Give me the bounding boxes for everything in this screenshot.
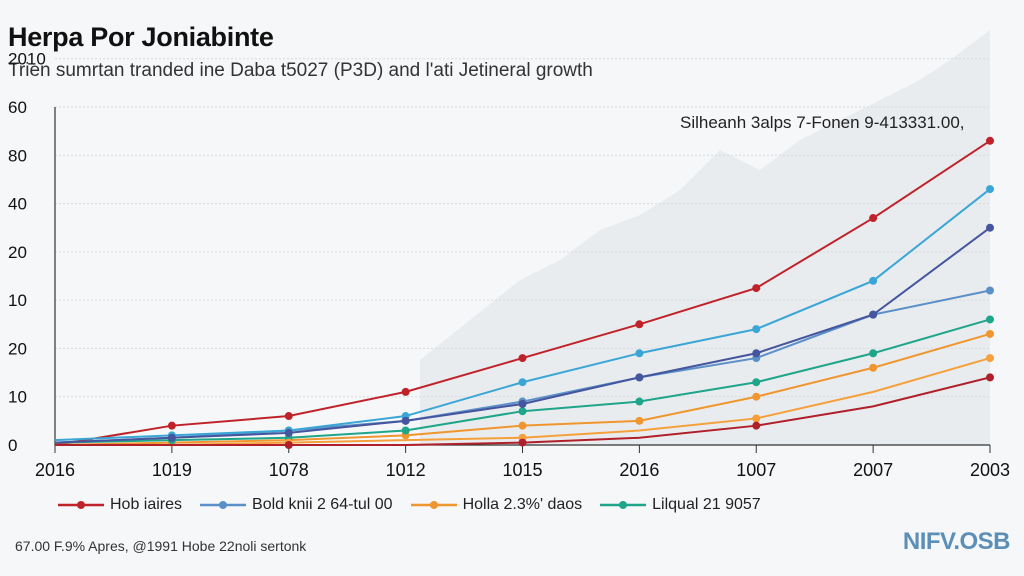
legend-label: Holla 2.3%' daos <box>462 496 583 513</box>
data-point <box>752 284 761 293</box>
data-point <box>986 223 994 232</box>
y-tick-label: 10 <box>8 291 27 310</box>
y-tick-label: 2010 <box>8 50 46 69</box>
data-point <box>635 349 644 358</box>
chart-annotation: Silheanh 3alps 7-Fonen 9-413331.00, <box>680 113 965 132</box>
data-point <box>635 320 644 329</box>
legend-marker-icon <box>200 501 247 509</box>
data-point <box>518 399 527 408</box>
legend-item: Lilqual 21 9057 <box>600 496 761 514</box>
data-point <box>635 416 644 425</box>
data-point <box>284 412 293 421</box>
data-point <box>518 407 527 416</box>
data-point <box>752 421 761 430</box>
y-tick-label: 80 <box>8 146 27 165</box>
legend-label: Hob iaires <box>110 496 183 513</box>
data-point <box>752 392 761 401</box>
legend-label: Bold knii 2 64-tul 00 <box>252 496 393 513</box>
data-point <box>752 325 761 334</box>
y-tick-label: 10 <box>8 388 27 407</box>
data-point <box>284 441 293 449</box>
legend: Hob iaires Bold knii 2 64-tul 00 Holla 2.3… <box>58 496 761 514</box>
x-tick-label: 2016 <box>619 460 659 480</box>
background-area <box>420 30 990 445</box>
chart-subtitle: Trien sumrtan tranded ine Daba t5027 (P3… <box>8 60 593 81</box>
y-tick-label: 40 <box>8 195 27 214</box>
x-tick-label: 2003 <box>970 460 1010 480</box>
data-point <box>401 416 410 425</box>
data-point <box>518 438 527 447</box>
data-point <box>869 276 878 285</box>
data-point <box>284 428 293 437</box>
logo: NIFV.OSB <box>902 528 1011 555</box>
data-point <box>986 185 994 194</box>
legend-marker-icon <box>600 501 647 509</box>
y-tick-label: 60 <box>8 98 27 117</box>
legend-marker-icon <box>410 501 457 509</box>
y-tick-label: 20 <box>8 243 27 262</box>
legend-item: Hob iaires <box>58 496 182 514</box>
data-point <box>869 363 878 372</box>
x-tick-label: 1007 <box>736 460 776 480</box>
legend-item: Bold knii 2 64-tul 00 <box>200 496 393 514</box>
data-point <box>167 433 176 442</box>
data-point <box>986 286 994 295</box>
data-point <box>869 310 878 319</box>
data-point <box>986 354 994 363</box>
data-point <box>986 136 994 145</box>
data-point <box>752 349 761 358</box>
data-point <box>635 373 644 382</box>
data-point <box>635 397 644 406</box>
footer-note: 67.00 F.9% Apres, @1991 Hobe 22noli sert… <box>15 538 307 554</box>
data-point <box>401 426 410 435</box>
x-tick-label: 1019 <box>152 460 192 480</box>
data-point <box>401 387 410 396</box>
x-tick-label: 1015 <box>502 460 542 480</box>
y-tick-label: 0 <box>8 436 17 455</box>
legend-label: Lilqual 21 9057 <box>652 496 761 513</box>
legend-item: Holla 2.3%' daos <box>410 496 583 514</box>
data-point <box>518 421 527 430</box>
x-tick-label: 2007 <box>853 460 893 480</box>
x-tick-label: 1078 <box>269 460 309 480</box>
data-point <box>869 214 878 223</box>
chart-title: Herpa Por Joniabinte <box>8 22 274 52</box>
data-point <box>518 378 527 387</box>
data-point <box>167 421 176 430</box>
data-point <box>986 315 994 324</box>
data-point <box>752 378 761 387</box>
data-point <box>869 349 878 358</box>
x-tick-label: 1012 <box>386 460 426 480</box>
x-tick-label: 2016 <box>35 460 75 480</box>
y-tick-label: 20 <box>8 339 27 358</box>
data-point <box>518 354 527 363</box>
data-point <box>986 329 994 338</box>
legend-marker-icon <box>58 501 104 509</box>
data-point <box>752 414 761 423</box>
data-point <box>986 373 994 382</box>
